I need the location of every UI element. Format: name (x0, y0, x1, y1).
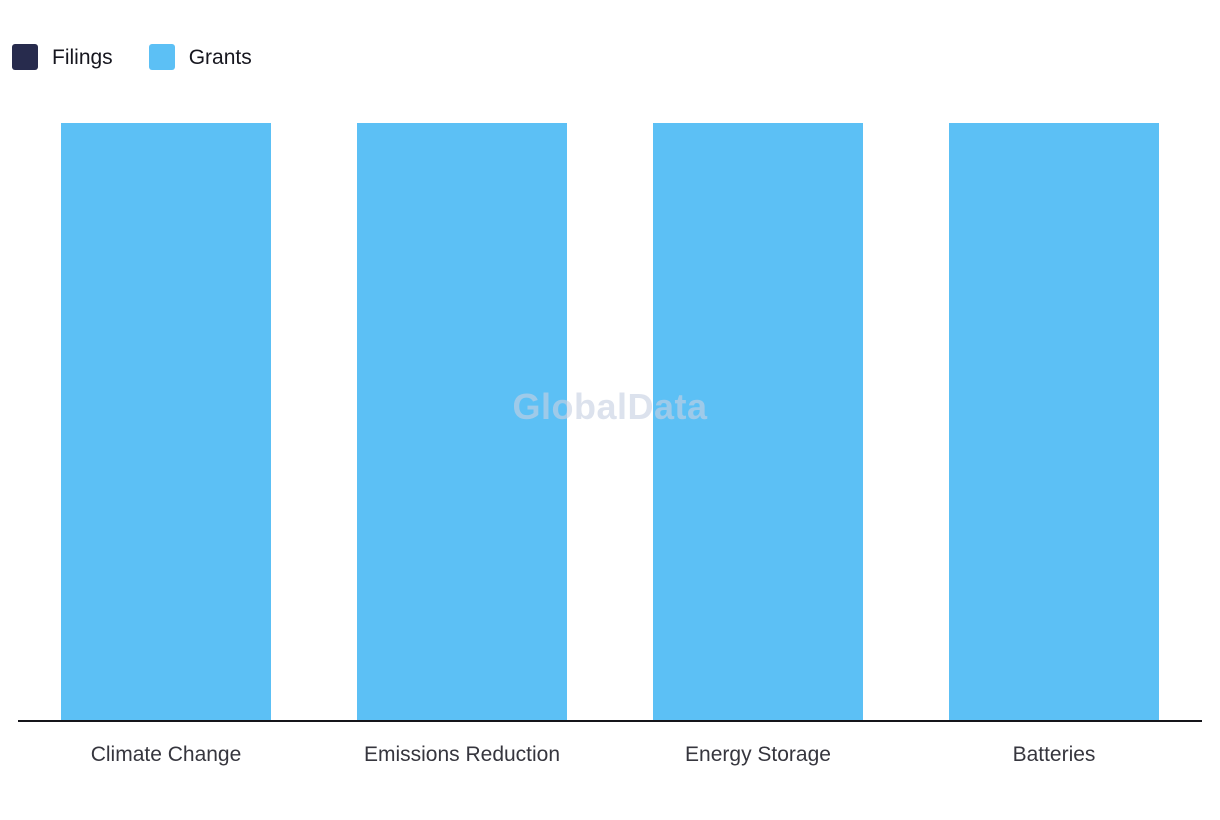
bar-group (610, 123, 906, 720)
bar-group (18, 123, 314, 720)
filings-swatch (12, 44, 38, 70)
x-axis-label-1: Emissions Reduction (363, 743, 561, 766)
legend-label-filings: Filings (52, 45, 113, 69)
legend-item-grants[interactable]: Grants (148, 44, 252, 70)
bar-grants-2[interactable] (653, 123, 863, 720)
bar-grants-1[interactable] (357, 123, 567, 720)
chart-legend: Filings Grants (12, 44, 252, 70)
bar-group (314, 123, 610, 720)
bars-container (18, 123, 1202, 720)
legend-label-grants: Grants (188, 45, 252, 69)
x-axis-label-3: Batteries (1012, 743, 1096, 766)
bar-grants-0[interactable] (61, 123, 271, 720)
x-axis-label-0: Climate Change (90, 743, 242, 766)
bar-group (906, 123, 1202, 720)
grants-swatch (148, 44, 175, 70)
legend-item-filings[interactable]: Filings (12, 44, 113, 70)
bar-grants-3[interactable] (949, 123, 1159, 720)
x-axis-labels: Climate Change Emissions Reduction Energy … (18, 740, 1202, 769)
plot-area: GlobalData (18, 123, 1202, 722)
x-axis-label-2: Energy Storage (685, 743, 831, 766)
